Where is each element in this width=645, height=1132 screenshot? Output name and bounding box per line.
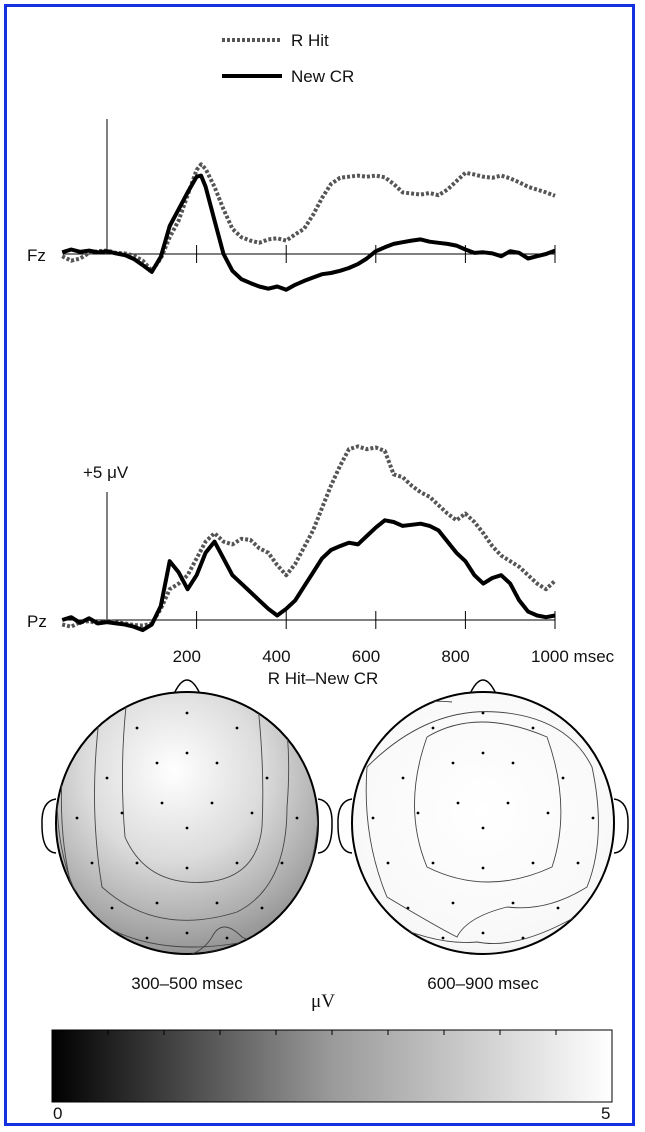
electrode-dot	[155, 901, 159, 905]
electrode-dot	[110, 906, 114, 910]
pz-channel-label: Pz	[27, 612, 47, 631]
electrode-dot	[511, 901, 515, 905]
electrode-dot	[481, 931, 485, 935]
legend-label-r-hit: R Hit	[291, 31, 329, 50]
electrode-dot	[406, 906, 410, 910]
topo-map-300-500: 300–500 msec	[41, 679, 333, 993]
pz-tick-label-400: 400	[262, 647, 290, 666]
topo-title: R Hit–New CR	[268, 669, 379, 688]
fz-series	[61, 162, 556, 292]
pz-axes: Pz +5 μV	[27, 463, 555, 631]
electrode-dot	[506, 801, 510, 805]
ear-right-right	[613, 798, 629, 854]
electrode-dot	[456, 801, 460, 805]
colorbar-gradient	[51, 1029, 613, 1103]
electrode-dot	[576, 861, 580, 865]
erp-figure: R Hit New CR Fz Pz +5 μV 200 400 600 800 100…	[27, 31, 629, 1123]
pz-tick-label-200: 200	[173, 647, 201, 666]
pz-ticks	[196, 611, 556, 629]
electrode-dot	[185, 931, 189, 935]
legend-label-new-cr: New CR	[291, 67, 354, 86]
pz-tick-labels: 200 400 600 800 1000 msec	[173, 647, 615, 666]
pz-tick-label-800: 800	[441, 647, 469, 666]
fz-series-new-cr	[61, 173, 556, 292]
electrode-dot	[185, 866, 189, 870]
ear-right-left	[337, 798, 353, 854]
electrode-dot	[210, 801, 214, 805]
electrode-dot	[225, 936, 229, 940]
fz-series-r-hit	[61, 162, 556, 273]
electrode-dot	[250, 811, 254, 815]
topo-map-600-900: 600–900 msec	[337, 679, 629, 993]
electrode-dot	[416, 811, 420, 815]
electrode-dot	[235, 861, 239, 865]
ear-left-left	[41, 798, 57, 854]
electrode-dot	[135, 726, 139, 730]
electrode-dot	[451, 901, 455, 905]
colorbar-ticks	[107, 1030, 557, 1035]
fz-ticks	[196, 245, 556, 263]
electrode-dot	[401, 776, 405, 780]
electrode-dot	[521, 936, 525, 940]
electrode-dot	[561, 776, 565, 780]
colorbar-min-label: 0	[53, 1104, 62, 1123]
electrode-dot	[531, 726, 535, 730]
electrode-dot	[160, 801, 164, 805]
electrode-dot	[531, 861, 535, 865]
electrode-dot	[75, 816, 79, 820]
electrode-dot	[481, 826, 485, 830]
legend: R Hit New CR	[222, 31, 354, 86]
pz-series-new-cr	[61, 518, 556, 633]
electrode-dot	[105, 776, 109, 780]
electrode-dot	[431, 861, 435, 865]
electrode-dot	[511, 761, 515, 765]
electrode-dot	[185, 751, 189, 755]
fz-channel-label: Fz	[27, 246, 46, 265]
electrode-dot	[185, 711, 189, 715]
topo-label-600-900: 600–900 msec	[427, 974, 539, 993]
electrode-dot	[295, 816, 299, 820]
electrode-dot	[90, 861, 94, 865]
electrodes-right	[371, 711, 595, 940]
electrode-dot	[280, 861, 284, 865]
ear-left-right	[317, 798, 333, 854]
pz-tick-label-600: 600	[352, 647, 380, 666]
electrode-dot	[155, 761, 159, 765]
electrode-dot	[431, 726, 435, 730]
topo-label-300-500: 300–500 msec	[131, 974, 243, 993]
electrode-dot	[235, 726, 239, 730]
pz-series-r-hit	[61, 444, 557, 629]
pz-tick-label-1000: 1000 msec	[531, 647, 615, 666]
electrode-dot	[265, 776, 269, 780]
electrode-dot	[185, 826, 189, 830]
electrode-dot	[591, 816, 595, 820]
electrode-dot	[481, 711, 485, 715]
electrode-dot	[215, 901, 219, 905]
fz-axes: Fz	[27, 119, 555, 265]
electrode-dot	[260, 906, 264, 910]
electrode-dot	[145, 936, 149, 940]
electrode-dot	[546, 811, 550, 815]
electrode-dot	[120, 811, 124, 815]
electrodes-left	[75, 711, 299, 940]
colorbar: μV 0 5	[51, 991, 613, 1123]
figure-panel: R Hit New CR Fz Pz +5 μV 200 400 600 800 100…	[4, 4, 635, 1126]
electrode-dot	[386, 861, 390, 865]
colorbar-max-label: 5	[601, 1104, 610, 1123]
electrode-dot	[215, 761, 219, 765]
electrode-dot	[481, 751, 485, 755]
electrode-dot	[371, 816, 375, 820]
colorbar-unit-label: μV	[311, 991, 335, 1012]
pz-series	[61, 444, 557, 633]
electrode-dot	[556, 906, 560, 910]
electrode-dot	[441, 936, 445, 940]
scalp-right	[351, 691, 615, 955]
electrode-dot	[481, 866, 485, 870]
pz-scale-bar-label: +5 μV	[83, 463, 129, 482]
electrode-dot	[451, 761, 455, 765]
electrode-dot	[135, 861, 139, 865]
